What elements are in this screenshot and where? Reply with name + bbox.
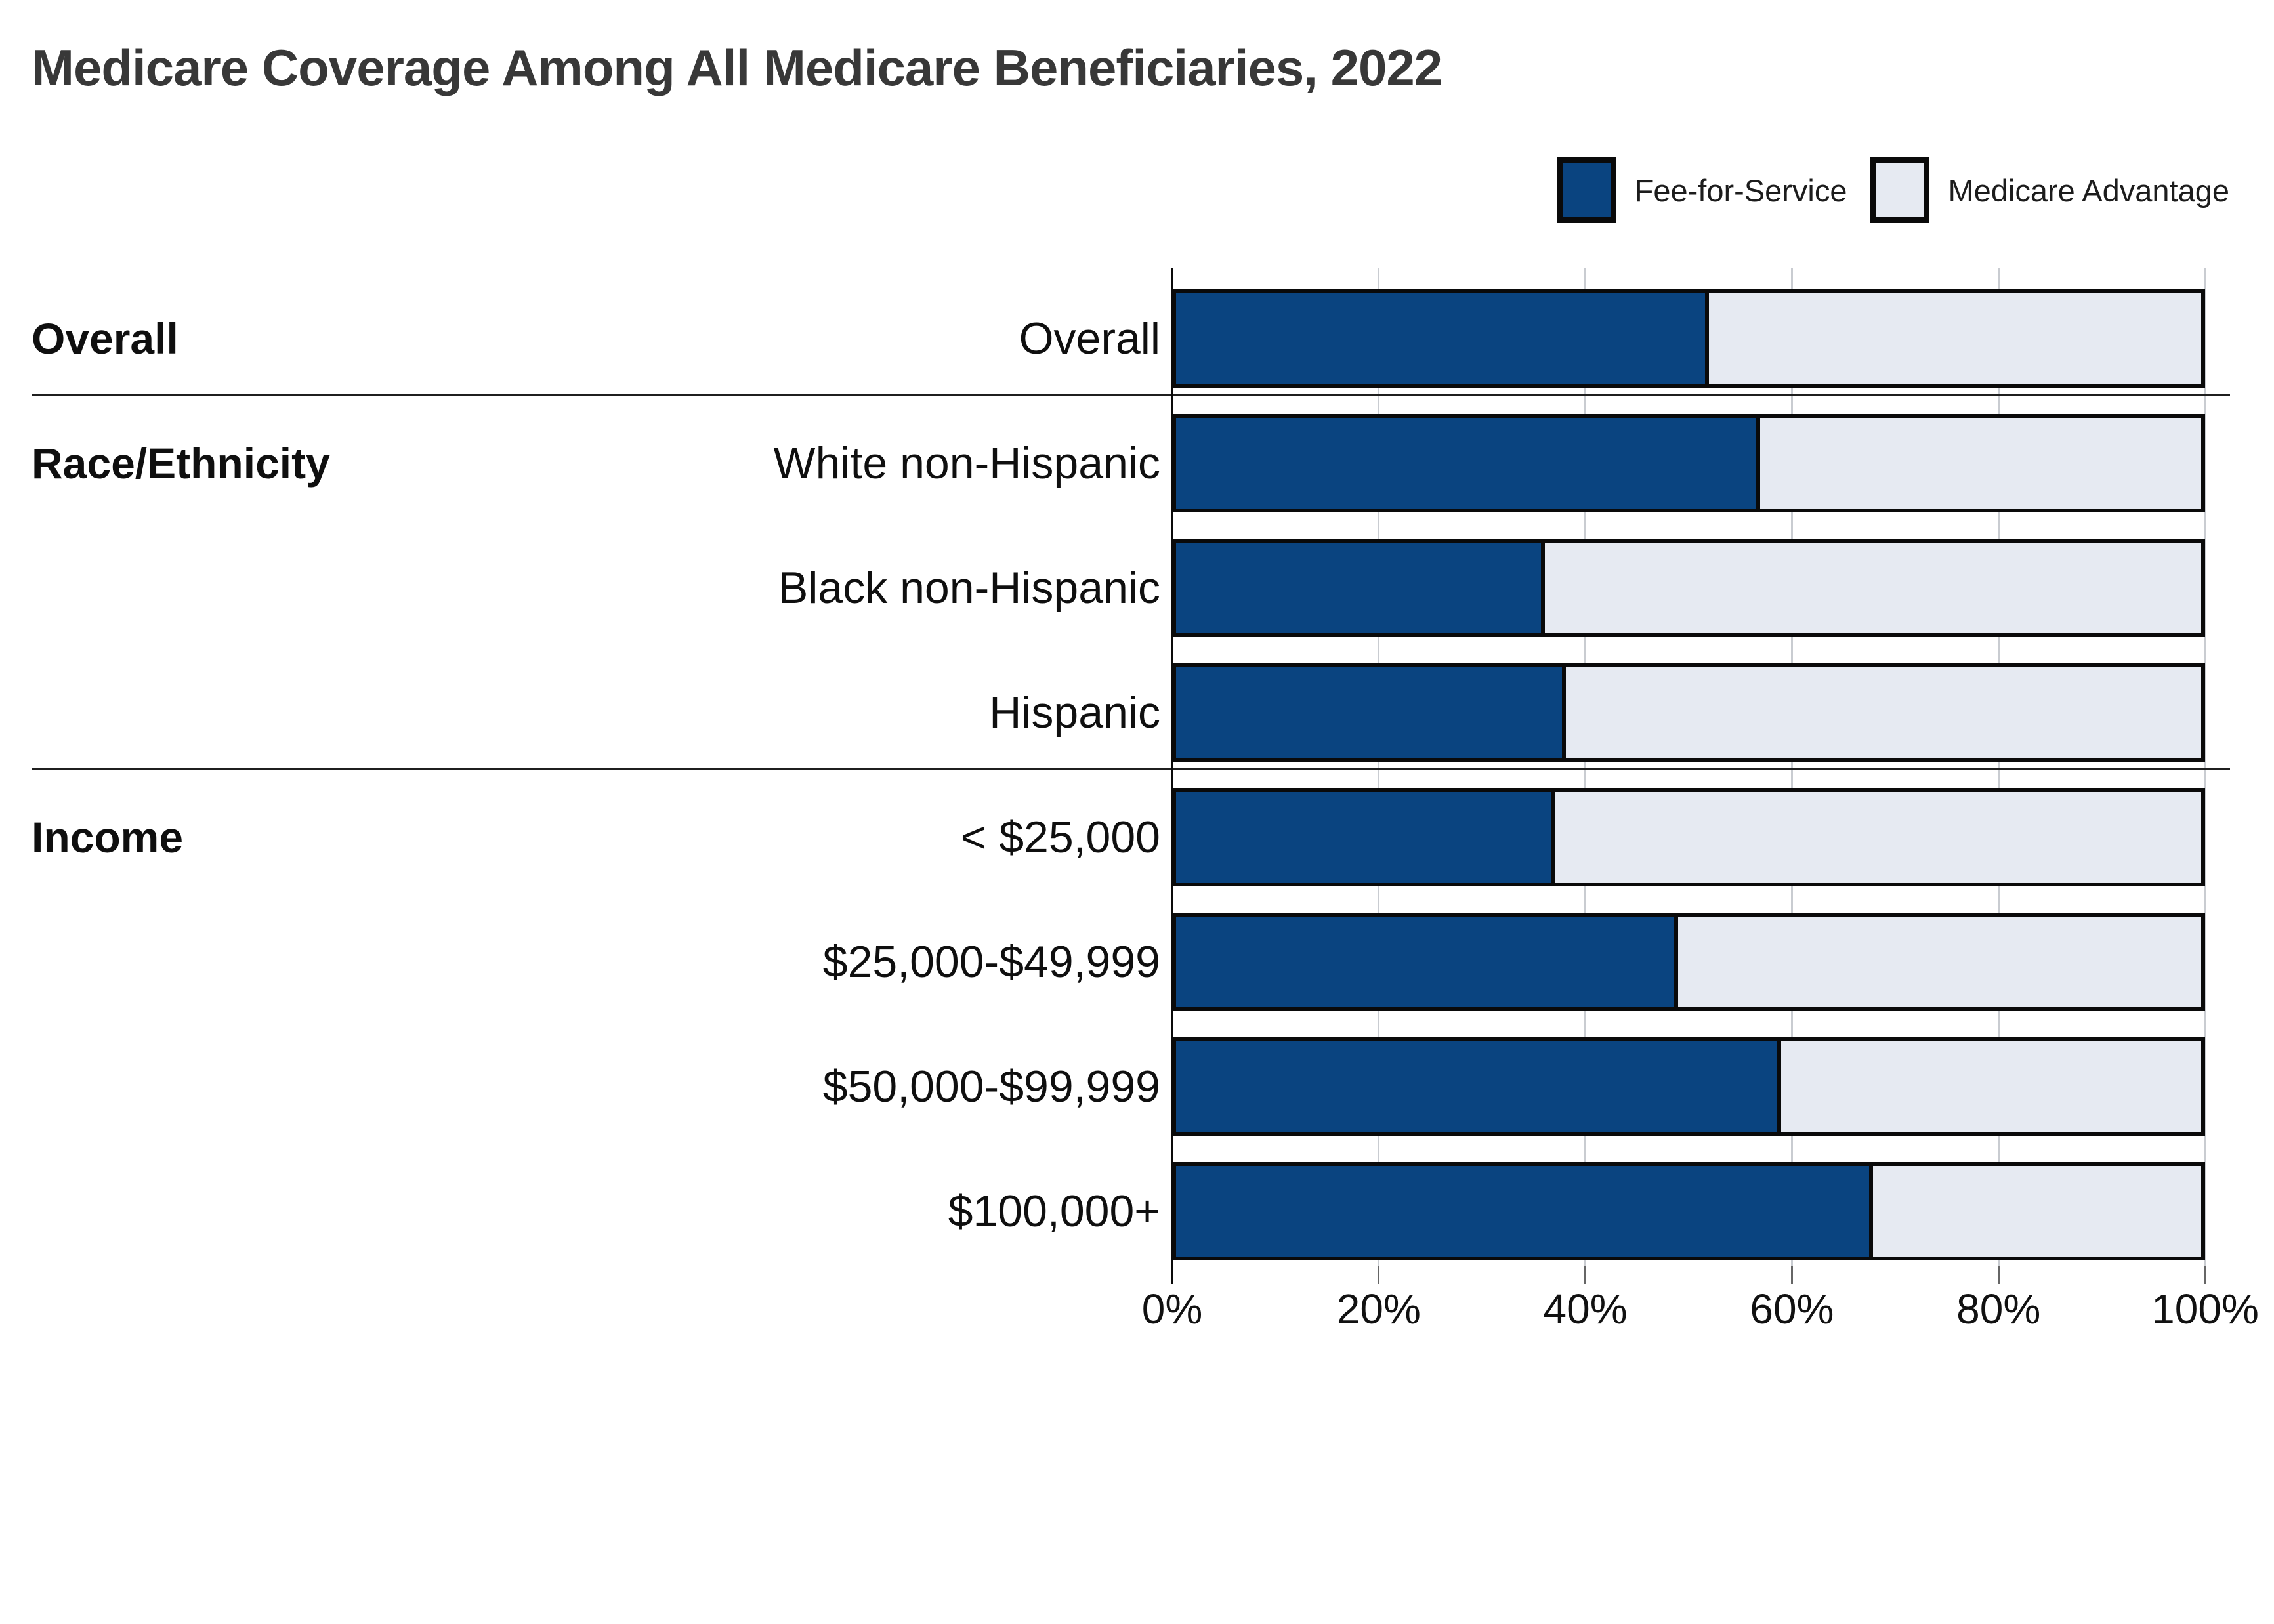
chart-title: Medicare Coverage Among All Medicare Ben… xyxy=(32,39,1442,96)
row-label: Black non-Hispanic xyxy=(778,563,1160,613)
x-axis-tick-label: 60% xyxy=(1750,1285,1834,1333)
bar-segment-fee-for-service xyxy=(1176,418,1761,509)
x-axis-tick-label: 80% xyxy=(1956,1285,2041,1333)
bar-segment-fee-for-service xyxy=(1176,1041,1781,1132)
legend-swatch-fee-for-service xyxy=(1557,157,1616,223)
bar-white-non-hispanic xyxy=(1172,414,2205,512)
axis-tick xyxy=(1997,1266,2000,1284)
legend: Fee-for-Service Medicare Advantage xyxy=(1557,157,2229,223)
group-separator xyxy=(32,768,2230,770)
gridline xyxy=(2204,268,2206,1266)
bar--25-000 xyxy=(1172,788,2205,886)
gridline xyxy=(1584,268,1587,1266)
axis-tick xyxy=(1378,1266,1380,1284)
axis-tick xyxy=(1790,1266,1793,1284)
group-separator xyxy=(32,394,2230,396)
legend-label: Medicare Advantage xyxy=(1948,173,2229,208)
bar-segment-fee-for-service xyxy=(1176,792,1555,883)
legend-label: Fee-for-Service xyxy=(1634,173,1847,208)
row-label: Hispanic xyxy=(989,688,1160,738)
bar-segment-fee-for-service xyxy=(1176,543,1546,633)
bar-black-non-hispanic xyxy=(1172,539,2205,637)
bar-segment-fee-for-service xyxy=(1176,1166,1874,1257)
legend-item-medicare-advantage: Medicare Advantage xyxy=(1870,157,2229,223)
bar-overall xyxy=(1172,289,2205,388)
group-header-race-ethnicity: Race/Ethnicity xyxy=(32,439,330,488)
axis-tick xyxy=(1584,1266,1587,1284)
x-axis-tick-label: 0% xyxy=(1141,1285,1203,1333)
bar-hispanic xyxy=(1172,663,2205,762)
row-label: $25,000-$49,999 xyxy=(822,937,1160,987)
y-axis-line xyxy=(1171,268,1173,1284)
legend-swatch-medicare-advantage xyxy=(1870,157,1930,223)
bar--25-000-49-999 xyxy=(1172,913,2205,1011)
bar-segment-fee-for-service xyxy=(1176,293,1710,384)
x-axis-tick-label: 100% xyxy=(2151,1285,2259,1333)
row-label: White non-Hispanic xyxy=(773,438,1160,488)
bar--50-000-99-999 xyxy=(1172,1037,2205,1136)
row-label: < $25,000 xyxy=(960,812,1160,862)
gridline xyxy=(1790,268,1793,1266)
bar-segment-fee-for-service xyxy=(1176,917,1679,1007)
gridline xyxy=(1997,268,2000,1266)
group-header-overall: Overall xyxy=(32,314,179,363)
legend-item-fee-for-service: Fee-for-Service xyxy=(1557,157,1847,223)
group-header-income: Income xyxy=(32,813,184,862)
gridline xyxy=(1378,268,1380,1266)
row-label: $100,000+ xyxy=(948,1186,1160,1236)
x-axis-tick-label: 40% xyxy=(1543,1285,1628,1333)
x-axis-tick-label: 20% xyxy=(1336,1285,1421,1333)
axis-tick xyxy=(2204,1266,2206,1284)
bar-segment-fee-for-service xyxy=(1176,667,1566,758)
bar--100-000- xyxy=(1172,1162,2205,1260)
row-label: $50,000-$99,999 xyxy=(822,1062,1160,1112)
row-label: Overall xyxy=(1019,314,1160,364)
